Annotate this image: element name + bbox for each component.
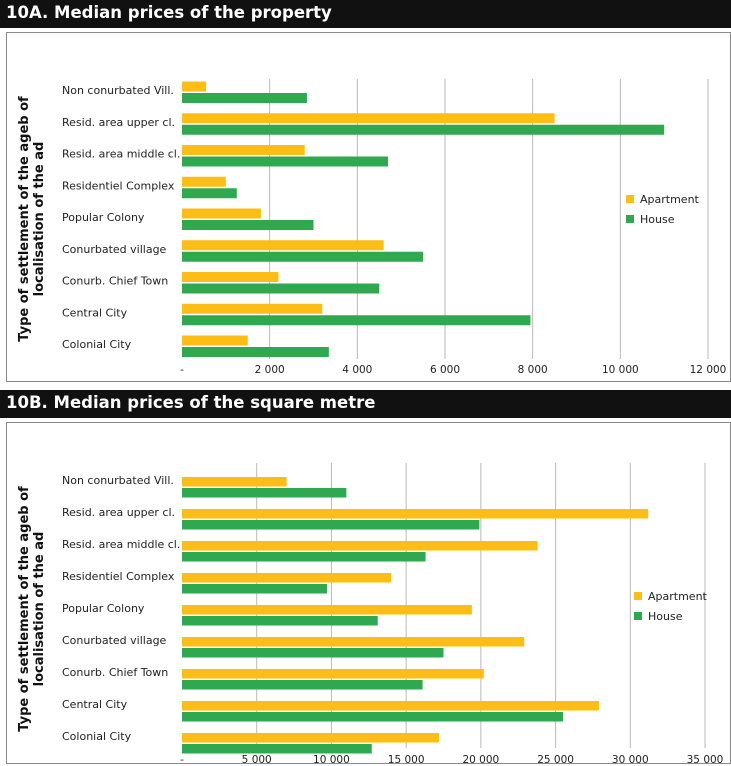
category-label: Central City [62,306,128,319]
bar-house [182,712,564,722]
bar-house [182,220,314,230]
category-label: Conurbated village [62,634,167,647]
bar-house [182,315,531,326]
category-label: Resid. area middle cl. [62,148,180,161]
bar-house [182,251,424,262]
x-tick-label: 30 000 [612,754,649,766]
bar-apartment [182,733,440,743]
y-axis-title-line2: localisation of the ad [32,532,47,687]
panel-title: 10A. Median prices of the property [6,3,332,22]
bar-apartment [182,208,261,219]
bar-house [182,680,423,690]
y-axis-title-line1: Type of settlement of the ageb of [17,96,32,342]
x-tick-label: 25 000 [537,754,574,766]
panel-title-bar: 10B. Median prices of the square metre [0,390,731,418]
bar-house [182,283,380,294]
x-tick-label: 8 000 [518,364,548,376]
x-tick-label: 2 000 [255,364,285,376]
chart-square-metre-prices: - 5 000 10 000 15 000 20 000 25 000 30 000 35 0… [17,463,724,766]
x-tick-label: - [180,364,184,376]
category-label: Residentiel Complex [62,570,175,583]
bar-apartment [182,637,525,647]
legend-label: Apartment [640,193,700,206]
y-axis-title-line1: Type of settlement of the ageb of [17,486,32,732]
category-label: Non conurbated Vill. [62,474,174,487]
panel-title: 10B. Median prices of the square metre [6,393,376,412]
x-tick-label: 20 000 [462,754,499,766]
bar-apartment [182,272,279,282]
panel-title-bar: 10A. Median prices of the property [0,0,731,28]
panel-square-metre-prices: 10B. Median prices of the square metre -… [0,390,731,766]
bar-apartment [182,669,484,679]
legend-swatch-house [626,215,634,223]
category-label: Residentiel Complex [62,179,175,192]
bar-apartment [182,509,649,519]
x-tick-label: 4 000 [342,364,372,376]
x-tick-label: 5 000 [242,754,272,766]
category-label: Colonial City [62,730,132,743]
bar-house [182,488,347,498]
x-tick-label: 12 000 [690,364,727,376]
category-label: Popular Colony [62,602,145,615]
category-label: Central City [62,698,128,711]
category-label: Resid. area upper cl. [62,506,175,519]
bar-house [182,744,372,754]
legend-label: House [648,610,683,623]
bar-house [182,552,426,562]
bar-house [182,616,378,626]
bar-apartment [182,605,472,615]
x-tick-label: 6 000 [430,364,460,376]
bar-apartment [182,701,599,711]
x-tick-label: - [180,754,184,766]
bar-apartment [182,303,323,314]
bar-apartment [182,573,392,583]
bar-apartment [182,541,538,551]
legend-label: House [640,213,675,226]
category-label: Colonial City [62,338,132,351]
bar-apartment [182,113,555,124]
bar-apartment [182,81,207,92]
bar-apartment [182,240,384,251]
legend-swatch-house [634,612,642,620]
category-label: Resid. area middle cl. [62,538,180,551]
bar-house [182,520,480,530]
bar-house [182,124,665,135]
bar-apartment [182,176,226,187]
bar-apartment [182,145,305,155]
legend-swatch-apartment [634,592,642,600]
x-tick-label: 35 000 [687,754,724,766]
x-tick-label: 10 000 [602,364,639,376]
bar-house [182,347,329,357]
panel-property-prices: 10A. Median prices of the property - 2 00… [0,0,731,382]
x-tick-label: 15 000 [388,754,425,766]
category-label: Non conurbated Vill. [62,84,174,97]
chart-property-prices: - 2 000 4 000 6 000 8 000 10 000 12 000 Non con… [17,79,727,376]
legend-swatch-apartment [626,195,634,203]
category-label: Conurbated village [62,243,167,256]
bar-house [182,93,307,103]
bar-house [182,156,389,167]
legend-label: Apartment [648,590,708,603]
bar-house [182,584,327,594]
y-axis-title-line2: localisation of the ad [32,142,47,297]
category-label: Conurb. Chief Town [62,275,168,288]
bar-house [182,648,444,658]
bar-apartment [182,335,248,346]
bar-apartment [182,477,287,487]
bar-house [182,188,237,199]
category-label: Popular Colony [62,211,145,224]
x-tick-label: 10 000 [313,754,350,766]
category-label: Conurb. Chief Town [62,666,168,679]
category-label: Resid. area upper cl. [62,116,175,129]
